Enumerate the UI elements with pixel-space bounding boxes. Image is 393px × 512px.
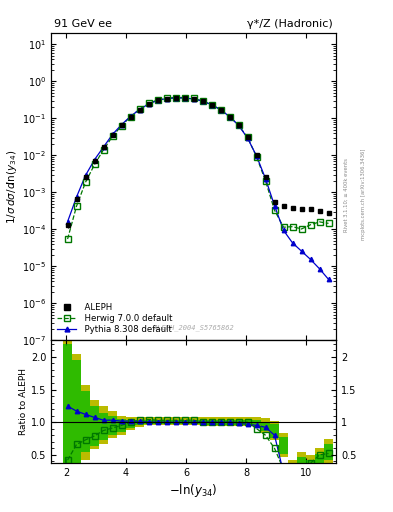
Text: Rivet 3.1.10; ≥ 400k events: Rivet 3.1.10; ≥ 400k events [344, 158, 349, 231]
Text: γ*/Z (Hadronic): γ*/Z (Hadronic) [248, 18, 333, 29]
Text: 91 GeV ee: 91 GeV ee [54, 18, 112, 29]
Text: ALEPH_2004_S5765862: ALEPH_2004_S5765862 [153, 325, 234, 331]
X-axis label: $-\ln(y_{34})$: $-\ln(y_{34})$ [169, 482, 218, 499]
Text: mcplots.cern.ch [arXiv:1306.3436]: mcplots.cern.ch [arXiv:1306.3436] [361, 149, 366, 240]
Y-axis label: $1/\sigma\,d\sigma/d\!\ln(y_{34})$: $1/\sigma\,d\sigma/d\!\ln(y_{34})$ [5, 150, 19, 224]
Y-axis label: Ratio to ALEPH: Ratio to ALEPH [19, 369, 28, 435]
Legend:   ALEPH,   Herwig 7.0.0 default,   Pythia 8.308 default: ALEPH, Herwig 7.0.0 default, Pythia 8.30… [55, 302, 174, 336]
